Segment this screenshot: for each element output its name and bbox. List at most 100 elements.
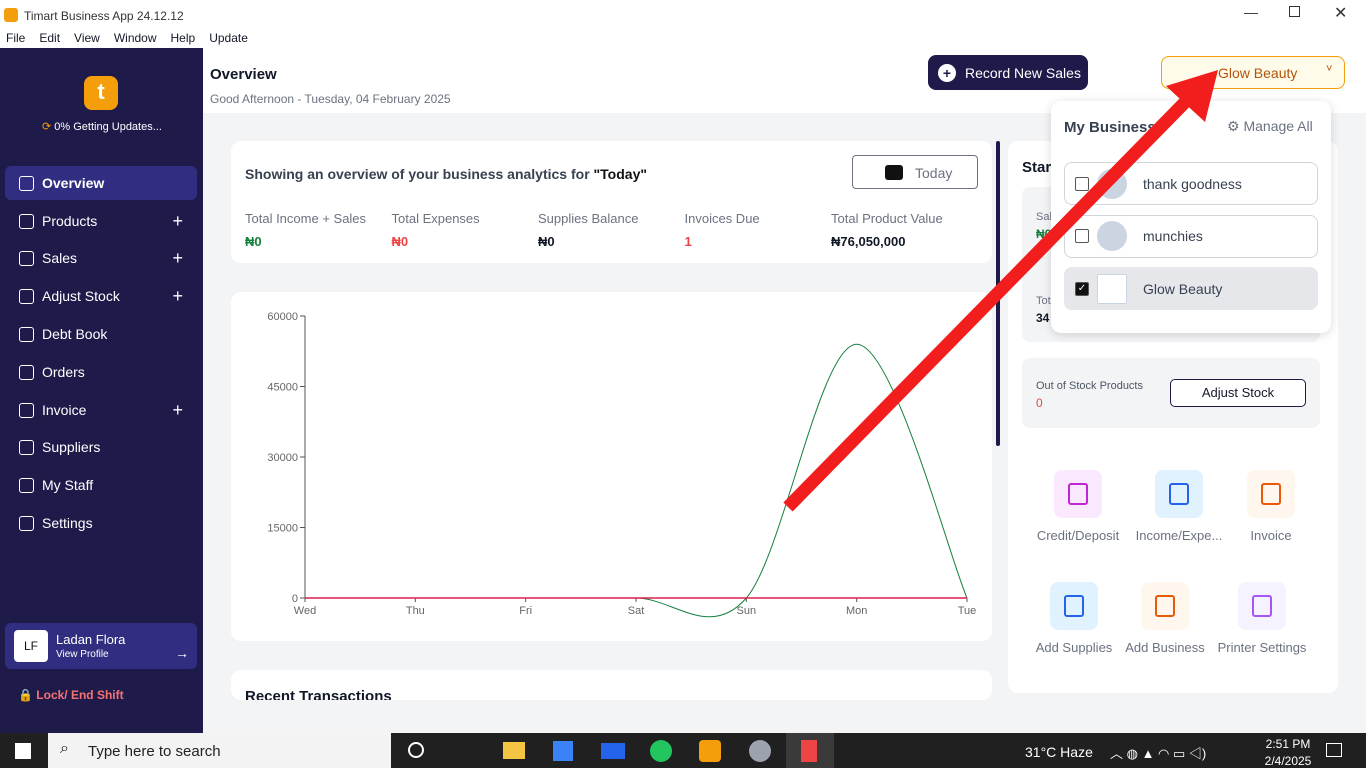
business-option[interactable]: munchies <box>1064 214 1318 258</box>
y-tick-label: 30000 <box>267 452 298 464</box>
nav-item[interactable]: Products + <box>5 204 197 238</box>
explorer-icon[interactable] <box>503 742 525 759</box>
close[interactable]: ✕ <box>1334 5 1348 22</box>
timart-icon[interactable] <box>699 740 721 762</box>
manage-text: Manage All <box>1243 118 1313 134</box>
chevron: ˅ <box>1326 63 1333 75</box>
task-view[interactable] <box>408 742 424 758</box>
menu-item[interactable]: Help <box>170 31 196 45</box>
nav-item[interactable]: Debt Book <box>5 317 197 351</box>
menu-item[interactable]: View <box>74 31 100 45</box>
nav-icon <box>19 402 34 418</box>
action-glyph <box>1261 483 1281 505</box>
record-sales-button[interactable]: + Record New Sales <box>928 55 1088 90</box>
recent-card: Recent Transactions <box>231 670 992 700</box>
menu-item[interactable]: Update <box>209 31 248 45</box>
business-option[interactable]: thank goodness <box>1064 162 1318 205</box>
checkbox <box>1075 229 1089 243</box>
business-avatar <box>1097 221 1127 251</box>
logo: t <box>84 76 118 110</box>
action-icon <box>1155 470 1203 518</box>
nav-item[interactable]: Adjust Stock + <box>5 279 197 313</box>
search-box[interactable]: ⌕ Type here to search <box>48 733 391 768</box>
quick-action[interactable]: Add Business <box>1115 582 1215 655</box>
recent-title: Recent Transactions <box>245 688 392 700</box>
nav-item[interactable]: Sales + <box>5 241 197 275</box>
business-name: Glow Beauty <box>1143 280 1223 297</box>
x-tick-label: Fri <box>519 605 532 617</box>
record-text: Record New Sales <box>965 64 1081 81</box>
nav-icon <box>19 515 34 531</box>
view-profile[interactable]: View Profile <box>56 649 109 660</box>
oos-label: Out of Stock Products <box>1036 380 1143 392</box>
nav-item[interactable]: Suppliers <box>5 430 197 464</box>
x-tick-label: Sat <box>628 605 645 617</box>
quick-action[interactable]: Add Supplies <box>1024 582 1124 655</box>
sidebar: t ⟳ 0% Getting Updates... LF Ladan Flora… <box>0 48 203 733</box>
y-tick-label: 0 <box>292 593 298 605</box>
date: 2/4/2025 <box>1264 754 1312 768</box>
x-tick-label: Tue <box>958 605 977 617</box>
weather[interactable]: 31°C Haze <box>1025 744 1093 760</box>
y-tick-label: 45000 <box>267 382 298 394</box>
avatar: LF <box>14 630 48 662</box>
menu-bar: File Edit View Window Help Update <box>0 28 1366 48</box>
active-app[interactable] <box>786 733 834 768</box>
menu-item[interactable]: Edit <box>39 31 61 45</box>
profile-card[interactable]: LF Ladan Flora View Profile → <box>5 623 197 669</box>
window-title: Timart Business App 24.12.12 <box>24 9 184 23</box>
app-glyph <box>801 740 817 762</box>
action-glyph <box>1252 595 1272 617</box>
nav-item[interactable]: Settings <box>5 506 197 540</box>
stat-label: Sal <box>1036 211 1052 223</box>
store-icon[interactable] <box>553 741 573 761</box>
quick-action[interactable]: Printer Settings <box>1212 582 1312 655</box>
whatsapp-icon[interactable] <box>650 740 672 762</box>
action-glyph <box>1155 595 1175 617</box>
nav-item[interactable]: My Staff <box>5 468 197 502</box>
nav-item[interactable]: Orders <box>5 355 197 389</box>
clock[interactable]: 2:51 PM 2/4/2025 <box>1260 737 1316 768</box>
metric-value: ₦0 <box>245 234 262 249</box>
expand-icon: + <box>172 210 183 231</box>
adjust-stock-button[interactable]: Adjust Stock <box>1170 379 1306 407</box>
start-button[interactable] <box>15 743 31 759</box>
minimize[interactable]: — <box>1244 4 1258 20</box>
manage-all[interactable]: ⚙ Manage All <box>1227 118 1313 134</box>
quick-action[interactable]: Credit/Deposit <box>1028 470 1128 543</box>
nav-label: Products <box>42 213 98 229</box>
app-icon[interactable] <box>749 740 771 762</box>
user-name: Ladan Flora <box>56 632 126 647</box>
search-icon: ⌕ <box>60 740 69 757</box>
notifications[interactable] <box>1326 743 1342 757</box>
tray-icons[interactable]: ︿ ◍ ▲ ◠ ▭ ◁) <box>1110 746 1207 761</box>
lock-shift[interactable]: 🔒 Lock/ End Shift <box>18 688 124 702</box>
nav-icon <box>19 326 34 342</box>
nav-item[interactable]: Overview <box>5 166 197 200</box>
nav-item[interactable]: Invoice + <box>5 393 197 427</box>
expand-icon: + <box>172 399 183 420</box>
menu-item[interactable]: Window <box>113 31 157 45</box>
dropdown-title: My Business <box>1064 119 1156 136</box>
update-text: 0% Getting Updates... <box>54 121 162 133</box>
x-tick-label: Mon <box>846 605 867 617</box>
stat-value: ₦0 <box>1036 227 1052 241</box>
mail-icon[interactable] <box>601 743 625 759</box>
quick-action[interactable]: Invoice <box>1221 470 1321 543</box>
metric-value: 1 <box>684 234 692 249</box>
action-glyph <box>1068 483 1088 505</box>
greeting: Good Afternoon - Tuesday, 04 February 20… <box>210 92 451 106</box>
period: "Today" <box>593 166 647 182</box>
business-option[interactable]: ✓ Glow Beauty <box>1064 267 1318 310</box>
nav-icon <box>19 439 34 455</box>
time: 2:51 PM <box>1265 737 1311 751</box>
quick-action[interactable]: Income/Expe... <box>1129 470 1229 543</box>
action-label: Printer Settings <box>1217 640 1307 655</box>
menu-item[interactable]: File <box>6 31 26 45</box>
nav-icon <box>19 213 34 229</box>
business-avatar <box>1097 168 1127 199</box>
nav-label: Adjust Stock <box>42 288 120 304</box>
action-label: Invoice <box>1250 528 1292 543</box>
restore[interactable] <box>1289 6 1300 17</box>
